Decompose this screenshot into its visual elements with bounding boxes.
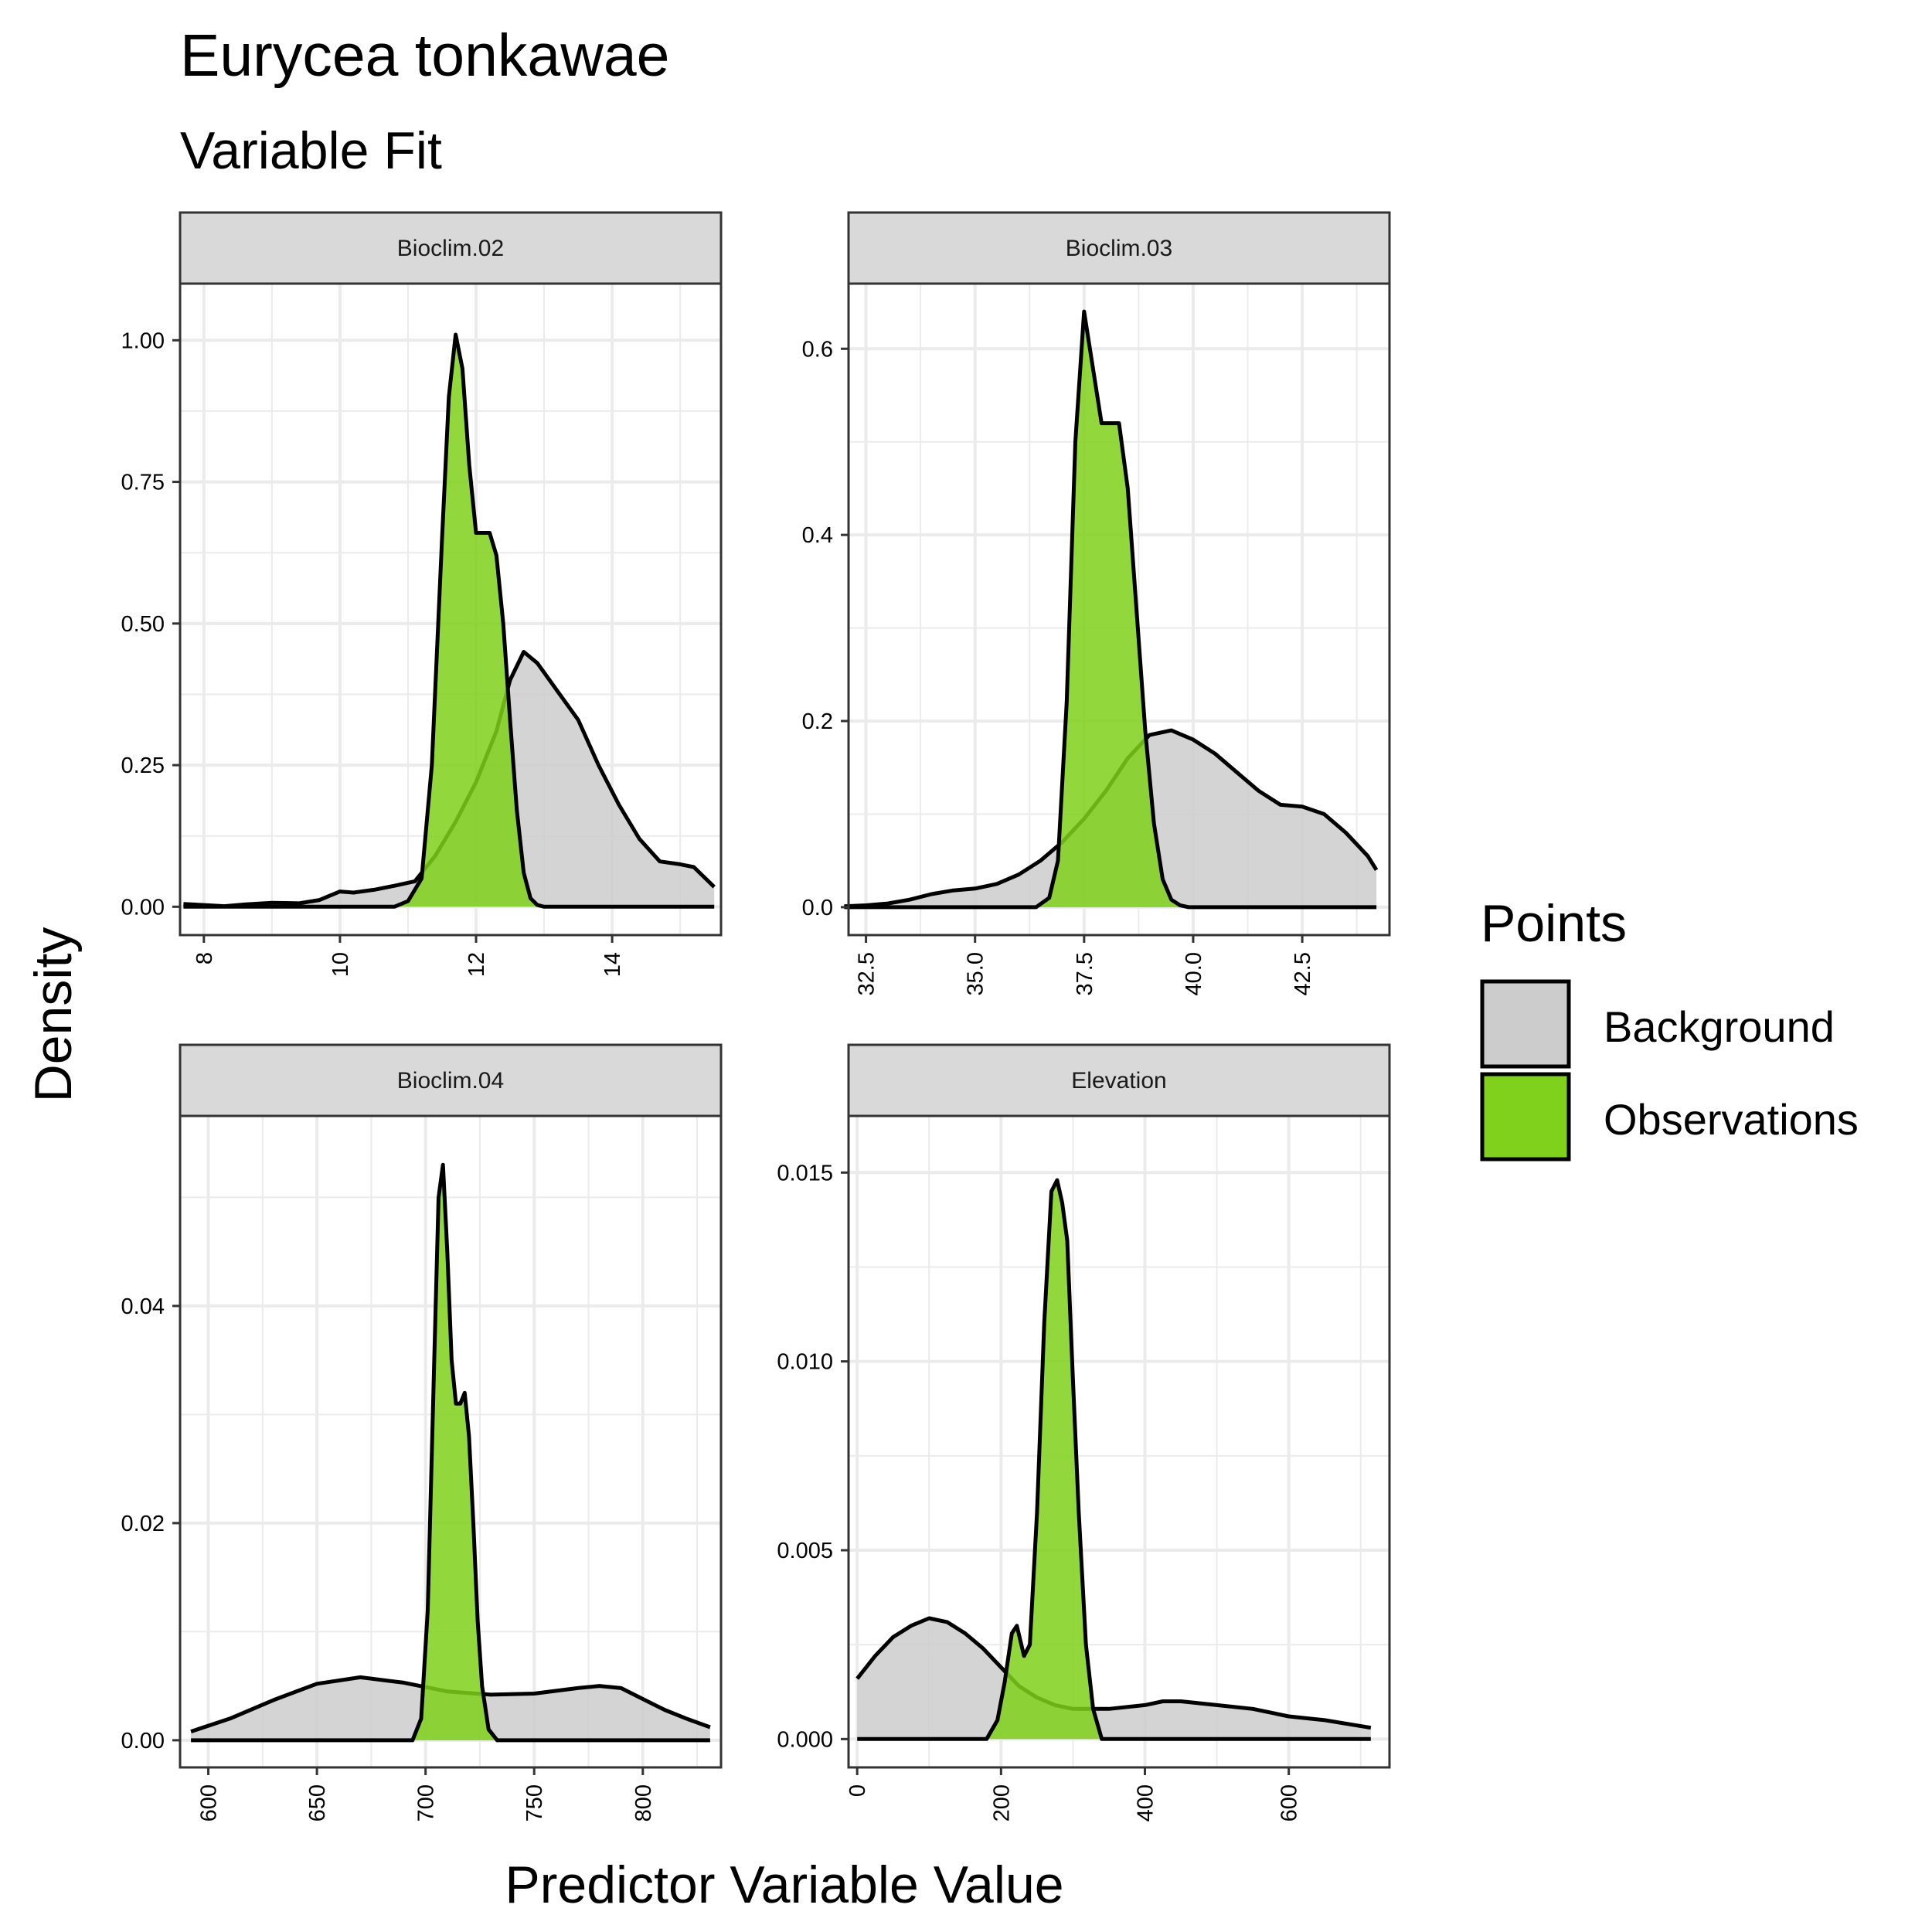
density-line-observations <box>191 1162 710 1743</box>
y-tick-label: 0.00 <box>121 895 165 920</box>
legend-label-background: Background <box>1604 1002 1835 1051</box>
x-tick-label: 800 <box>631 1784 656 1821</box>
y-tick-label: 0.005 <box>777 1539 833 1563</box>
x-tick-label: 0 <box>845 1784 870 1797</box>
y-tick-label: 1.00 <box>121 328 165 353</box>
facet-panel: Bioclim.02 0.00 0.25 0.50 0.75 1.00 8 10 12 14 <box>121 211 723 977</box>
facet-strip <box>847 211 1391 285</box>
x-tick-label: 400 <box>1134 1784 1158 1821</box>
y-axis-title: Density <box>24 927 83 1103</box>
y-tick-label: 0.50 <box>121 612 165 637</box>
density-line-observations <box>183 332 715 909</box>
density-line-background <box>190 1675 711 1733</box>
facet-strip-label: Bioclim.03 <box>1066 236 1172 261</box>
y-tick-label: 0.25 <box>121 753 165 778</box>
facet-panels: Bioclim.020.000.250.500.751.008 10 12 14Bio… <box>121 211 1391 1821</box>
y-tick-label: 0.0 <box>802 896 833 920</box>
facet-panel: Elevation 0.000 0.005 0.010 0.015 0 200 400 600 <box>777 1043 1391 1821</box>
facet-strip-label: Elevation <box>1071 1068 1166 1094</box>
legend: Points Background Observations <box>1480 894 1859 1162</box>
facet-strip <box>179 1043 723 1117</box>
chart-title: Eurycea tonkawae <box>180 22 669 89</box>
density-line-observations <box>857 1178 1371 1741</box>
y-tick-label: 0.6 <box>802 337 833 362</box>
y-tick-label: 0.010 <box>777 1350 833 1375</box>
legend-key-background <box>1480 979 1571 1069</box>
panel-border <box>847 1114 1391 1769</box>
density-area-observations <box>191 1165 710 1740</box>
y-tick-label: 0.2 <box>802 709 833 734</box>
y-tick-label: 0.000 <box>777 1727 833 1752</box>
panel-border <box>179 1114 723 1769</box>
x-axis-title: Predictor Variable Value <box>505 1855 1063 1914</box>
panel-border <box>847 282 1391 937</box>
x-tick-label: 37.5 <box>1073 952 1097 995</box>
y-tick-label: 0.75 <box>121 471 165 495</box>
density-area-observations <box>183 335 715 907</box>
facet-strip-label: Bioclim.02 <box>397 236 504 261</box>
x-tick-label: 200 <box>989 1784 1014 1821</box>
x-tick-label: 42.5 <box>1291 952 1315 995</box>
x-tick-label: 600 <box>197 1784 222 1821</box>
x-tick-label: 40.0 <box>1182 952 1206 995</box>
density-area-observations <box>844 311 1377 907</box>
facet-panel: Bioclim.03 0.0 0.2 0.4 0.6 32.5 35.0 37.5 40.0 42… <box>802 211 1391 995</box>
facet-panel: Bioclim.04 0.00 0.02 0.04 600 650 700 750 800 <box>121 1043 723 1821</box>
y-tick-label: 0.02 <box>121 1512 165 1536</box>
x-tick-label: 8 <box>192 952 217 964</box>
legend-title: Points <box>1481 894 1627 953</box>
y-tick-label: 0.015 <box>777 1161 833 1185</box>
legend-key-observations <box>1480 1072 1571 1162</box>
x-tick-label: 12 <box>464 952 489 977</box>
x-tick-label: 35.0 <box>964 952 988 995</box>
x-tick-label: 32.5 <box>855 952 879 995</box>
facet-strip <box>847 1043 1391 1117</box>
x-tick-label: 750 <box>522 1784 547 1821</box>
x-tick-label: 650 <box>305 1784 330 1821</box>
x-tick-label: 10 <box>328 952 353 977</box>
panel-border <box>179 282 723 937</box>
facet-strip-label: Bioclim.04 <box>397 1068 504 1094</box>
y-tick-label: 0.04 <box>121 1294 165 1319</box>
density-area-background <box>183 651 715 907</box>
x-tick-label: 600 <box>1277 1784 1302 1821</box>
density-line-observations <box>844 309 1377 910</box>
x-tick-label: 14 <box>600 952 625 977</box>
chart-subtitle: Variable Fit <box>180 121 442 180</box>
legend-label-observations: Observations <box>1604 1095 1859 1144</box>
facet-strip <box>179 211 723 285</box>
y-tick-label: 0.4 <box>802 523 833 548</box>
x-tick-label: 700 <box>414 1784 439 1821</box>
y-tick-label: 0.00 <box>121 1729 165 1753</box>
